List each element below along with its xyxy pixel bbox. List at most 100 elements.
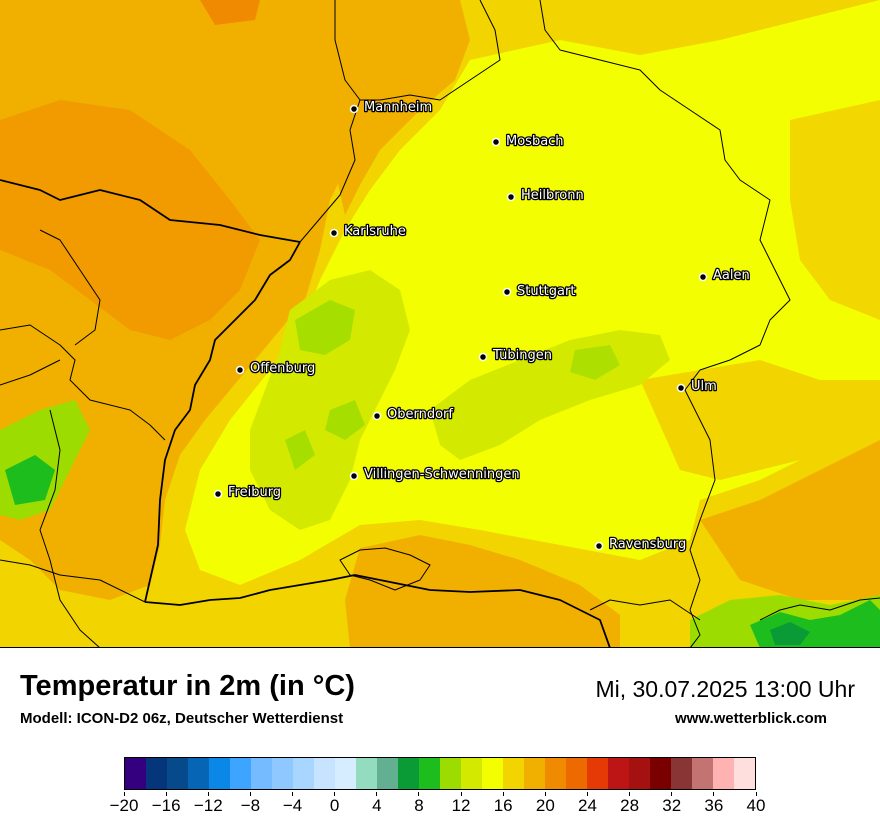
city-aalen[interactable]: Aalen <box>698 267 751 284</box>
model-source: Modell: ICON-D2 06z, Deutscher Wetterdie… <box>20 710 344 727</box>
cold-area-vosges-core <box>5 455 55 505</box>
city-freiburg[interactable]: Freiburg <box>213 484 282 501</box>
colorbar-tick-label: 40 <box>746 796 766 815</box>
colorbar-tick-label: −8 <box>240 796 261 815</box>
city-label-heilbronn: Heilbronn <box>521 188 584 203</box>
colorbar-tick-label: 0 <box>329 796 340 815</box>
colorbar-segment <box>671 758 692 789</box>
colorbar-tick-mark <box>713 792 715 796</box>
colorbar-segment <box>650 758 671 789</box>
city-ulm[interactable]: Ulm <box>676 378 718 395</box>
city-marker-icon <box>235 365 245 375</box>
colorbar-segment <box>587 758 608 789</box>
city-label-freiburg: Freiburg <box>228 485 281 500</box>
city-karlsruhe[interactable]: Karlsruhe <box>329 223 407 240</box>
colorbar-segment <box>692 758 713 789</box>
colorbar-tick-mark <box>586 792 588 796</box>
colorbar-segment <box>398 758 419 789</box>
colorbar-segment <box>230 758 251 789</box>
colorbar-tick-mark <box>502 792 504 796</box>
city-label-aalen: Aalen <box>713 268 750 283</box>
city-stuttgart[interactable]: Stuttgart <box>502 283 577 300</box>
colorbar-segment <box>356 758 377 789</box>
colorbar-tick-mark <box>544 792 546 796</box>
colorbar-tick-mark <box>334 792 336 796</box>
website-link[interactable]: www.wetterblick.com <box>675 710 827 727</box>
colorbar-tick-label: 28 <box>620 796 640 815</box>
temperature-map[interactable]: Mannheim Mosbach Heilbronn Karlsruhe Aal… <box>0 0 880 648</box>
city-label-ravensburg: Ravensburg <box>609 537 686 552</box>
hot-area-top <box>200 0 260 25</box>
colorbar-tick-mark <box>460 792 462 796</box>
cool-spots-black-forest <box>285 300 365 470</box>
colorbar-tick-mark <box>376 792 378 796</box>
city-label-oberndorf: Oberndorf <box>387 407 453 422</box>
colorbar-segment <box>629 758 650 789</box>
colorbar-segment <box>503 758 524 789</box>
city-label-karlsruhe: Karlsruhe <box>344 224 406 239</box>
cold-area-alps-peak <box>770 622 810 645</box>
colorbar-tick-label: 32 <box>662 796 682 815</box>
city-marker-icon <box>502 287 512 297</box>
city-mannheim[interactable]: Mannheim <box>349 99 433 116</box>
colorbar-segment <box>734 758 755 789</box>
colorbar-tick-mark <box>418 792 420 796</box>
city-label-villingen-schwenningen: Villingen-Schwenningen <box>364 467 520 482</box>
city-label-stuttgart: Stuttgart <box>517 284 575 299</box>
colorbar-segment <box>188 758 209 789</box>
city-marker-icon <box>506 192 516 202</box>
cool-area-black-forest <box>250 270 410 530</box>
colorbar-segment <box>335 758 356 789</box>
map-title: Temperatur in 2m (in °C) <box>20 670 355 702</box>
colorbar-segment <box>440 758 461 789</box>
colorbar-tick-label: 16 <box>493 796 513 815</box>
city-marker-icon <box>491 137 501 147</box>
colorbar-tick-label: 8 <box>414 796 424 815</box>
cool-spots-alb <box>570 345 620 380</box>
map-footer: Temperatur in 2m (in °C) Modell: ICON-D2… <box>0 648 880 830</box>
colorbar-segment <box>272 758 293 789</box>
city-mosbach[interactable]: Mosbach <box>491 133 565 150</box>
colorbar-segment <box>713 758 734 789</box>
colorbar-tick-mark <box>671 792 673 796</box>
colorbar-tick-label: 24 <box>577 796 597 815</box>
city-marker-icon <box>698 272 708 282</box>
warm-danube <box>640 360 880 480</box>
colorbar-segment <box>545 758 566 789</box>
colorbar-segment <box>125 758 146 789</box>
colorbar-tick-label: −12 <box>193 796 223 815</box>
city-offenburg[interactable]: Offenburg <box>235 360 317 377</box>
colorbar-tick-label: 36 <box>704 796 724 815</box>
city-label-tuebingen: Tübingen <box>492 348 552 363</box>
colorbar-tick-label: 20 <box>535 796 555 815</box>
colorbar-tick-mark <box>123 792 125 796</box>
colorbar-tick-label: 4 <box>372 796 382 815</box>
colorbar-tick-mark <box>755 792 757 796</box>
temperature-colorbar <box>124 757 756 790</box>
city-label-offenburg: Offenburg <box>250 361 315 376</box>
colorbar-tick-mark <box>165 792 167 796</box>
city-marker-icon <box>676 383 686 393</box>
colorbar-segment <box>209 758 230 789</box>
warm-area-rhine-valley <box>330 0 470 215</box>
colorbar-segment <box>314 758 335 789</box>
city-tuebingen[interactable]: Tübingen <box>478 347 553 364</box>
colorbar-segment <box>377 758 398 789</box>
city-label-mosbach: Mosbach <box>506 134 564 149</box>
city-ravensburg[interactable]: Ravensburg <box>594 536 688 553</box>
city-heilbronn[interactable]: Heilbronn <box>506 187 585 204</box>
colorbar-tick-label: −4 <box>282 796 303 815</box>
colorbar-segment <box>524 758 545 789</box>
state-borders <box>0 179 611 647</box>
colorbar-tick-label: 12 <box>451 796 471 815</box>
colorbar-tick-mark <box>629 792 631 796</box>
colorbar-tick-mark <box>292 792 294 796</box>
colorbar-tick-mark <box>207 792 209 796</box>
city-marker-icon <box>329 228 339 238</box>
region-borders <box>0 0 880 647</box>
city-villingen-schwenningen[interactable]: Villingen-Schwenningen <box>349 466 521 483</box>
city-oberndorf[interactable]: Oberndorf <box>372 406 455 423</box>
forecast-datetime: Mi, 30.07.2025 13:00 Uhr <box>595 676 855 702</box>
colorbar-segment <box>566 758 587 789</box>
colorbar-segment <box>419 758 440 789</box>
